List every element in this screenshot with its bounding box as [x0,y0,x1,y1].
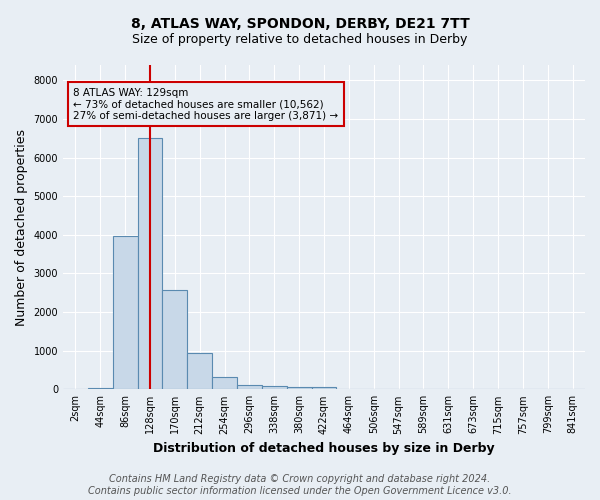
Text: Contains public sector information licensed under the Open Government Licence v3: Contains public sector information licen… [88,486,512,496]
Text: Contains HM Land Registry data © Crown copyright and database right 2024.: Contains HM Land Registry data © Crown c… [109,474,491,484]
X-axis label: Distribution of detached houses by size in Derby: Distribution of detached houses by size … [153,442,495,455]
Text: 8, ATLAS WAY, SPONDON, DERBY, DE21 7TT: 8, ATLAS WAY, SPONDON, DERBY, DE21 7TT [131,18,469,32]
Bar [88,388,113,390]
Bar [212,377,237,390]
Bar [262,386,287,390]
Text: Size of property relative to detached houses in Derby: Size of property relative to detached ho… [133,32,467,46]
Bar [187,352,212,390]
Bar [113,236,137,390]
Bar [137,138,163,390]
Y-axis label: Number of detached properties: Number of detached properties [15,128,28,326]
Bar [63,388,88,390]
Text: 8 ATLAS WAY: 129sqm
← 73% of detached houses are smaller (10,562)
27% of semi-de: 8 ATLAS WAY: 129sqm ← 73% of detached ho… [73,88,338,121]
Bar [311,388,337,390]
Bar [237,384,262,390]
Bar [287,388,311,390]
Bar [163,290,187,390]
